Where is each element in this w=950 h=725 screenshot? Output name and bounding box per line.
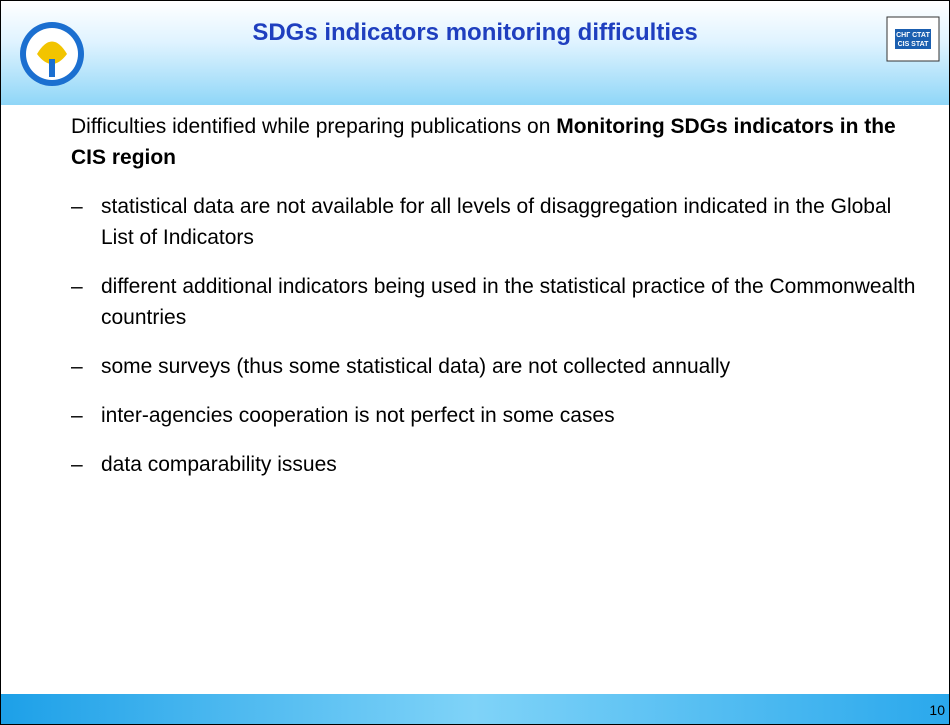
dash: – (71, 195, 83, 218)
page-number: 10 (929, 702, 945, 718)
content: Difficulties identified while preparing … (71, 111, 921, 480)
intro: Difficulties identified while preparing … (71, 111, 921, 173)
cis-logo (20, 22, 84, 86)
header: SDGs indicators monitoring difficulties … (1, 1, 949, 105)
title: SDGs indicators monitoring difficulties (252, 19, 698, 46)
bullet: – some surveys (thus some statistical dat… (71, 351, 921, 382)
dash: – (71, 453, 83, 476)
bullet: – statistical data are not available for … (71, 191, 921, 253)
cisstat-logo: СНГ СТАТ CIS STAT (886, 16, 940, 62)
bullet-text: different additional indicators being us… (101, 275, 916, 329)
logo-text: СНГ СТАТ (896, 32, 930, 39)
dash: – (71, 275, 83, 298)
bullet-text: statistical data are not available for a… (101, 195, 892, 249)
bullet-list: – statistical data are not available for … (71, 191, 921, 480)
intro-bold: Monitoring SDGs indicators in the CIS re… (71, 115, 896, 169)
bullet-text: inter-agencies cooperation is not perfec… (101, 404, 615, 427)
bullet: – inter-agencies cooperation is not perfe… (71, 400, 921, 431)
bullet-text: data comparability issues (101, 453, 337, 476)
intro-text: Difficulties identified while preparing … (71, 115, 557, 138)
dash: – (71, 355, 83, 378)
bullet: – data comparability issues (71, 449, 921, 480)
bullet-text: some surveys (thus some statistical data… (101, 355, 731, 378)
footer: 10 (1, 694, 949, 724)
dash: – (71, 404, 83, 427)
bullet: – different additional indicators being u… (71, 271, 921, 333)
logo-text: CIS STAT (898, 41, 930, 48)
